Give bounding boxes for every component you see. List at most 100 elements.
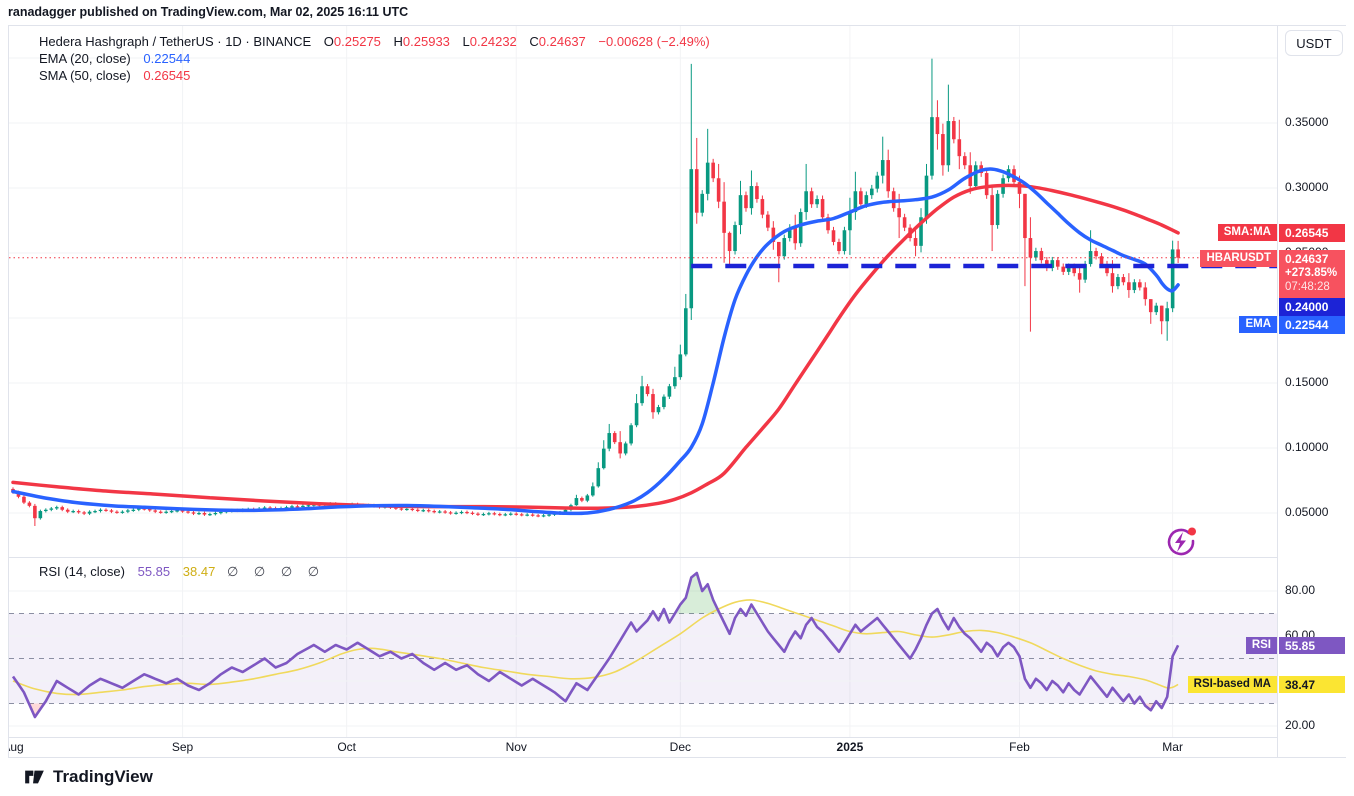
candle-body [481, 514, 486, 516]
candle-body [766, 214, 770, 228]
rsi-pane [9, 558, 1277, 737]
candle-body [49, 508, 54, 510]
pane-separator[interactable] [9, 557, 1277, 558]
rsi-ma-line[interactable] [12, 599, 1179, 696]
candle-body [694, 169, 699, 213]
candle-body [44, 509, 48, 512]
candle-body [115, 511, 119, 513]
candle-body [33, 505, 37, 519]
candle-body [957, 139, 962, 157]
candle-body [93, 511, 97, 513]
candle-body [87, 511, 92, 514]
lightning-idea-icon[interactable] [1158, 523, 1198, 563]
candle-body [186, 511, 190, 513]
lightning-icon [1167, 527, 1196, 556]
candle-body [941, 134, 945, 166]
candle-body [897, 208, 901, 218]
candle-body [995, 193, 1000, 226]
candle-body [1039, 251, 1044, 261]
candle-body [563, 509, 568, 513]
candle-body [476, 513, 480, 515]
price-axis-label: 0.15000 [1285, 375, 1329, 389]
candle-body [191, 512, 196, 514]
candle-body [1050, 260, 1055, 268]
candle-body [1028, 238, 1033, 258]
currency-unit-button[interactable]: USDT [1285, 30, 1343, 56]
rsi-legend-row[interactable]: RSI (14, close) 55.85 38.47 ∅ ∅ ∅ ∅ [39, 564, 325, 580]
candle-body [16, 492, 21, 497]
symbol-legend-row[interactable]: Hedera Hashgraph / TetherUS · 1D · BINAN… [39, 34, 710, 49]
candle-body [519, 514, 524, 516]
candle-body [924, 175, 929, 218]
candle-body [930, 117, 934, 176]
candle-body [744, 195, 748, 209]
candle-body [864, 195, 869, 205]
candle-body [536, 515, 540, 517]
rsi-ma-value-badge: 38.47 [1279, 675, 1345, 693]
candlestick-series [11, 58, 1180, 526]
candle-body [295, 506, 300, 508]
candle-body [27, 502, 32, 506]
candle-body [448, 512, 453, 514]
candle-body [869, 188, 874, 196]
candle-body [837, 241, 841, 252]
change-value: −0.00628 (−2.49%) [598, 34, 710, 49]
ema-legend-row[interactable]: EMA (20, close) 0.22544 [39, 51, 190, 66]
candle-body [197, 513, 201, 515]
publish-header: ranadagger published on TradingView.com,… [8, 5, 409, 19]
candle-body [547, 514, 551, 516]
level-price-badge: 0.24000 [1279, 297, 1345, 316]
candle-body [175, 510, 179, 512]
candle-body [394, 507, 398, 509]
time-axis-label: Aug [9, 740, 24, 754]
rsi-line[interactable] [11, 571, 1180, 719]
ema-value: 0.22544 [143, 51, 191, 66]
candle-body [782, 238, 787, 257]
candle-body [147, 509, 152, 511]
candle-body [946, 121, 951, 166]
candle-body [1159, 305, 1164, 322]
time-axis[interactable]: Aug Sep Oct Nov Dec 2025 Feb Mar [9, 738, 1277, 757]
footer-brand[interactable]: TradingView [24, 767, 153, 787]
candle-body [508, 513, 513, 515]
panes: Aug Sep Oct Nov Dec 2025 Feb Mar Hedera Hashgra… [9, 26, 1277, 757]
candle-body [716, 178, 721, 202]
candle-body [498, 514, 502, 516]
candle-body [705, 162, 710, 194]
rsi-label: RSI (14, close) [39, 564, 125, 579]
candle-body [760, 199, 765, 215]
ema20-line[interactable] [11, 167, 1180, 516]
candle-body [973, 165, 978, 187]
sma50-line[interactable] [11, 183, 1180, 511]
candle-body [1176, 249, 1180, 258]
candle-body [1055, 260, 1060, 267]
candle-body [503, 514, 508, 516]
candle-body [651, 394, 655, 413]
candle-body [919, 217, 923, 246]
candle-body [667, 386, 672, 397]
ohlc-h-value: 0.25933 [402, 34, 450, 49]
candle-body [678, 354, 683, 378]
candle-body [618, 442, 622, 454]
candle-body [596, 468, 601, 487]
candle-body [465, 511, 469, 514]
candle-body [153, 510, 158, 512]
rsi-empty-slots: ∅ ∅ ∅ ∅ [226, 564, 326, 579]
sma-legend-row[interactable]: SMA (50, close) 0.26545 [39, 68, 190, 83]
rsi-value-badge: 55.85 [1279, 636, 1345, 654]
candle-body [1110, 273, 1115, 287]
price-axis-label: 0.30000 [1285, 180, 1329, 194]
ohlc-c-key: C [529, 34, 539, 49]
time-axis-label: 2025 [836, 740, 864, 754]
candle-body [1165, 308, 1169, 322]
candle-body [530, 514, 535, 516]
current-price-badge: 0.24637 +273.85% 07:48:28 [1279, 249, 1345, 298]
candle-body [607, 433, 612, 449]
candle-body [738, 195, 743, 226]
candle-body [432, 511, 436, 513]
time-axis-label: Nov [505, 740, 527, 754]
candle-body [410, 508, 415, 511]
candle-body [990, 195, 994, 226]
candle-body [984, 173, 989, 196]
price-axis[interactable]: USDT 0.350000.300000.250000.150000.10000… [1277, 26, 1346, 757]
